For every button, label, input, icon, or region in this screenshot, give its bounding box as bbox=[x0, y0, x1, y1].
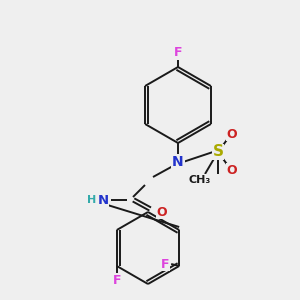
Text: N: N bbox=[172, 155, 184, 169]
Text: O: O bbox=[227, 128, 237, 140]
Text: CH₃: CH₃ bbox=[189, 175, 211, 185]
Text: H: H bbox=[87, 195, 97, 205]
Text: N: N bbox=[98, 194, 109, 206]
Text: O: O bbox=[227, 164, 237, 176]
Text: F: F bbox=[174, 46, 182, 59]
Text: F: F bbox=[112, 274, 121, 286]
Text: O: O bbox=[157, 206, 167, 218]
Text: F: F bbox=[161, 257, 170, 271]
Text: S: S bbox=[212, 145, 224, 160]
